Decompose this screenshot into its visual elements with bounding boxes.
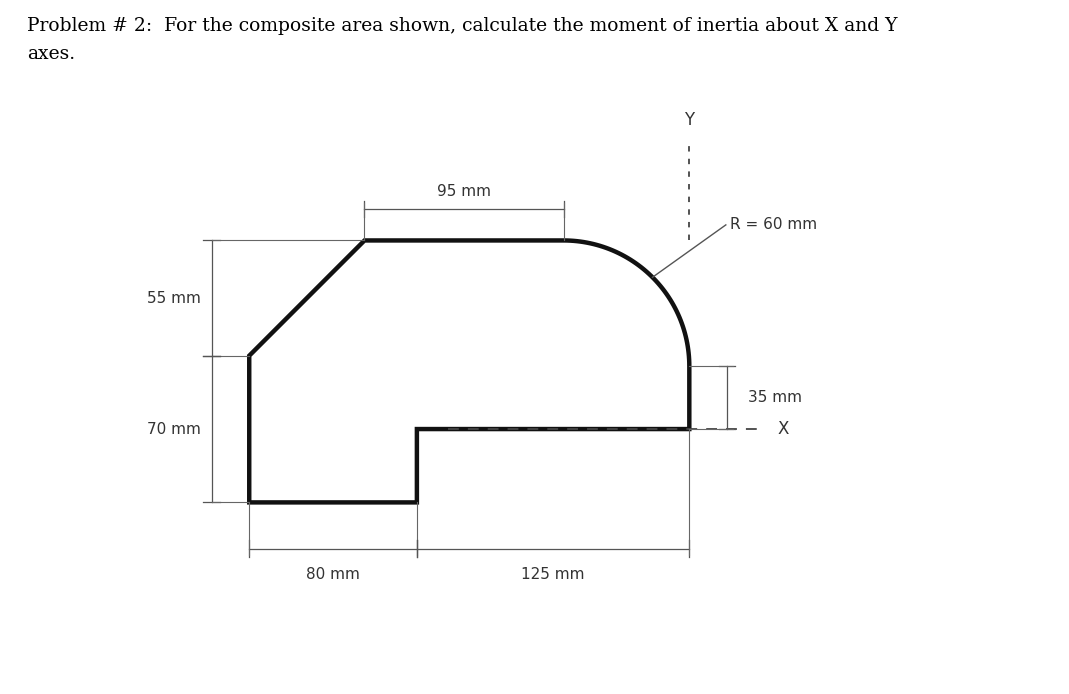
Text: 35 mm: 35 mm (748, 390, 803, 405)
Text: Problem # 2:  For the composite area shown, calculate the moment of inertia abou: Problem # 2: For the composite area show… (27, 17, 897, 35)
Text: 125 mm: 125 mm (522, 567, 585, 582)
Polygon shape (249, 240, 690, 502)
Text: X: X (777, 420, 789, 438)
Text: 55 mm: 55 mm (148, 291, 201, 305)
Text: R = 60 mm: R = 60 mm (730, 217, 817, 232)
Text: 70 mm: 70 mm (148, 421, 201, 437)
Text: 80 mm: 80 mm (306, 567, 360, 582)
Text: Y: Y (684, 111, 695, 129)
Text: axes.: axes. (27, 45, 75, 63)
Text: 95 mm: 95 mm (437, 183, 491, 198)
